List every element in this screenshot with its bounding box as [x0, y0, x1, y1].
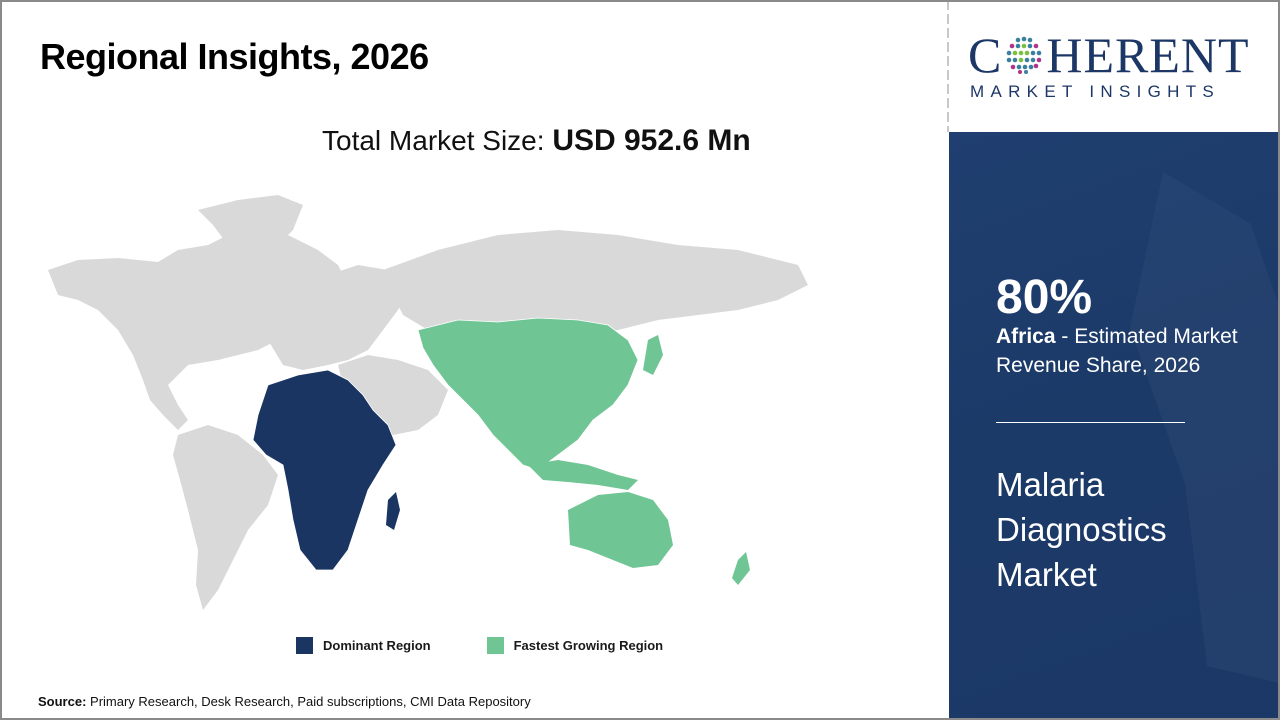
share-description: Africa - Estimated Market Revenue Share,…	[996, 322, 1266, 380]
logo-letters-herent: HERENT	[1046, 27, 1250, 83]
world-map	[38, 190, 818, 620]
map-legend: Dominant Region Fastest Growing Region	[296, 637, 663, 654]
market-size-value: USD 952.6 Mn	[552, 124, 751, 157]
region-middle-east	[338, 355, 448, 435]
globe-dots-icon	[1007, 36, 1042, 74]
company-logo: C HERENT MARKET INSIGHTS	[968, 30, 1263, 101]
page-title: Regional Insights, 2026	[40, 36, 429, 77]
region-north-america	[48, 225, 348, 400]
market-size-label: Total Market Size:	[322, 125, 553, 156]
region-south-america	[173, 425, 278, 610]
logo-wordmark: C HERENT	[968, 30, 1263, 80]
dominant-region-name: Africa	[996, 325, 1056, 348]
header-divider	[947, 0, 949, 132]
region-africa	[252, 369, 397, 571]
legend-swatch-fastest	[486, 637, 504, 654]
market-name: Malaria Diagnostics Market	[996, 466, 1167, 593]
region-central-america	[143, 380, 188, 430]
legend-item-dominant: Dominant Region	[296, 637, 431, 654]
region-greenland	[198, 195, 303, 260]
region-asia-pacific	[417, 317, 639, 471]
source-label: Source:	[38, 694, 87, 709]
source-note: Source: Primary Research, Desk Research,…	[38, 694, 531, 709]
legend-swatch-dominant	[296, 637, 313, 654]
share-description-text: - Estimated Market Revenue Share, 2026	[996, 325, 1238, 377]
logo-subtitle: MARKET INSIGHTS	[970, 82, 1221, 101]
source-text: Primary Research, Desk Research, Paid su…	[86, 694, 531, 709]
region-madagascar	[386, 492, 400, 530]
legend-item-fastest: Fastest Growing Region	[486, 637, 664, 654]
region-russia	[383, 230, 808, 340]
legend-label-dominant: Dominant Region	[323, 638, 431, 653]
region-japan	[643, 335, 663, 375]
region-new-zealand	[732, 552, 750, 585]
region-australia	[568, 492, 673, 568]
total-market-size: Total Market Size: USD 952.6 Mn	[322, 124, 751, 158]
region-indonesia	[528, 460, 638, 490]
logo-letter-c: C	[968, 27, 1003, 83]
share-percentage: 80%	[996, 271, 1093, 324]
panel-divider	[996, 422, 1185, 423]
legend-label-fastest: Fastest Growing Region	[513, 638, 664, 653]
highlight-panel: 80% Africa - Estimated Market Revenue Sh…	[949, 132, 1280, 720]
region-europe	[268, 265, 408, 370]
panel-background-africa-shape	[1130, 172, 1280, 692]
